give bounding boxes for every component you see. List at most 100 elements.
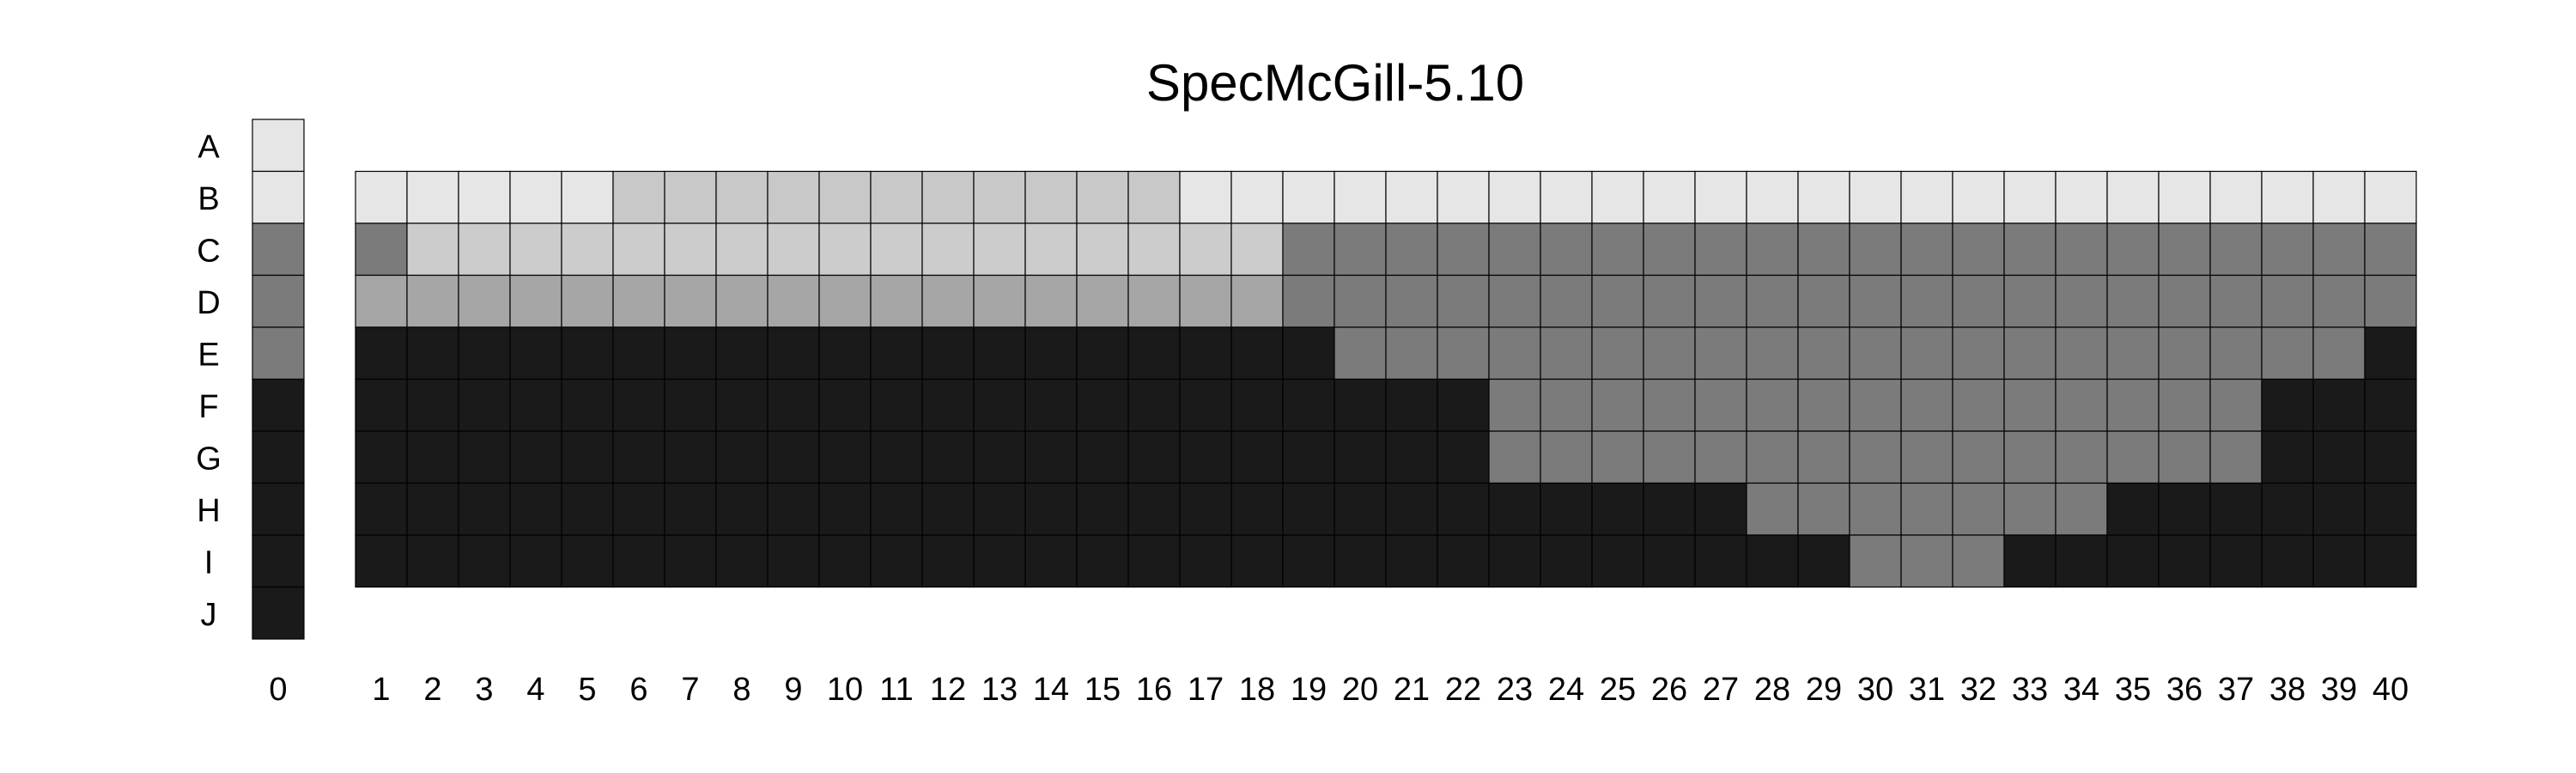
cell-37-h: [2209, 482, 2263, 536]
cell-32-b: [1952, 170, 2005, 224]
cell-0-a: [252, 119, 305, 173]
cell-18-h: [1230, 482, 1284, 536]
cell-5-c: [561, 222, 614, 277]
cell-20-i: [1334, 534, 1387, 588]
cell-25-b: [1591, 170, 1644, 224]
cell-18-d: [1230, 274, 1284, 328]
column-label-38: 38: [2269, 672, 2306, 708]
cell-19-b: [1282, 170, 1335, 224]
cell-22-c: [1437, 222, 1490, 277]
cell-16-g: [1127, 430, 1181, 484]
cell-17-h: [1179, 482, 1232, 536]
cell-8-h: [715, 482, 769, 536]
cell-38-g: [2261, 430, 2314, 484]
cell-21-h: [1385, 482, 1438, 536]
cell-17-g: [1179, 430, 1232, 484]
cell-26-g: [1643, 430, 1696, 484]
cell-12-d: [921, 274, 975, 328]
cell-15-b: [1076, 170, 1129, 224]
cell-3-i: [458, 534, 511, 588]
cell-10-f: [818, 378, 872, 432]
cell-17-e: [1179, 326, 1232, 380]
cell-24-i: [1540, 534, 1593, 588]
cell-32-g: [1952, 430, 2005, 484]
column-label-8: 8: [732, 672, 750, 708]
cell-15-h: [1076, 482, 1129, 536]
cell-1-b: [355, 170, 408, 224]
cell-16-f: [1127, 378, 1181, 432]
cell-19-d: [1282, 274, 1335, 328]
cell-35-g: [2106, 430, 2160, 484]
cell-11-c: [870, 222, 923, 277]
cell-39-f: [2312, 378, 2366, 432]
cell-1-f: [355, 378, 408, 432]
cell-36-f: [2158, 378, 2211, 432]
cell-19-g: [1282, 430, 1335, 484]
column-label-29: 29: [1806, 672, 1842, 708]
cell-27-g: [1694, 430, 1747, 484]
cell-17-i: [1179, 534, 1232, 588]
row-label-b: B: [197, 181, 219, 217]
cell-27-d: [1694, 274, 1747, 328]
cell-35-f: [2106, 378, 2160, 432]
cell-0-i: [252, 534, 305, 588]
cell-26-i: [1643, 534, 1696, 588]
cell-16-h: [1127, 482, 1181, 536]
column-label-3: 3: [475, 672, 493, 708]
cell-31-g: [1900, 430, 1953, 484]
column-label-24: 24: [1548, 672, 1584, 708]
cell-25-g: [1591, 430, 1644, 484]
cell-24-f: [1540, 378, 1593, 432]
cell-4-c: [509, 222, 562, 277]
cell-7-g: [664, 430, 717, 484]
cell-23-c: [1488, 222, 1541, 277]
column-label-27: 27: [1703, 672, 1739, 708]
cell-29-g: [1797, 430, 1850, 484]
column-label-13: 13: [981, 672, 1018, 708]
row-label-c: C: [197, 233, 220, 269]
cell-34-i: [2055, 534, 2108, 588]
column-label-17: 17: [1188, 672, 1224, 708]
cell-8-i: [715, 534, 769, 588]
cell-7-h: [664, 482, 717, 536]
cell-3-b: [458, 170, 511, 224]
cell-4-i: [509, 534, 562, 588]
cell-13-h: [973, 482, 1026, 536]
cell-18-c: [1230, 222, 1284, 277]
cell-33-d: [2003, 274, 2057, 328]
cell-40-d: [2364, 274, 2417, 328]
cell-24-b: [1540, 170, 1593, 224]
cell-21-b: [1385, 170, 1438, 224]
cell-9-d: [767, 274, 820, 328]
cell-26-e: [1643, 326, 1696, 380]
cell-17-c: [1179, 222, 1232, 277]
cell-17-d: [1179, 274, 1232, 328]
column-label-7: 7: [681, 672, 699, 708]
column-label-21: 21: [1394, 672, 1430, 708]
column-label-15: 15: [1084, 672, 1121, 708]
cell-11-h: [870, 482, 923, 536]
cell-2-f: [406, 378, 459, 432]
cell-40-h: [2364, 482, 2417, 536]
column-label-12: 12: [930, 672, 966, 708]
cell-22-f: [1437, 378, 1490, 432]
cell-31-d: [1900, 274, 1953, 328]
cell-26-b: [1643, 170, 1696, 224]
cell-19-h: [1282, 482, 1335, 536]
cell-4-b: [509, 170, 562, 224]
cell-1-d: [355, 274, 408, 328]
row-label-d: D: [197, 285, 220, 321]
cell-8-g: [715, 430, 769, 484]
cell-35-h: [2106, 482, 2160, 536]
column-label-37: 37: [2218, 672, 2254, 708]
row-label-a: A: [197, 129, 220, 165]
cell-3-g: [458, 430, 511, 484]
column-label-14: 14: [1033, 672, 1069, 708]
cell-33-c: [2003, 222, 2057, 277]
column-label-18: 18: [1239, 672, 1275, 708]
cell-4-f: [509, 378, 562, 432]
row-label-h: H: [197, 493, 220, 529]
cell-13-e: [973, 326, 1026, 380]
cell-20-d: [1334, 274, 1387, 328]
